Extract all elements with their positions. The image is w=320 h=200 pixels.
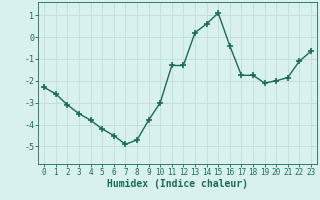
X-axis label: Humidex (Indice chaleur): Humidex (Indice chaleur) [107,179,248,189]
